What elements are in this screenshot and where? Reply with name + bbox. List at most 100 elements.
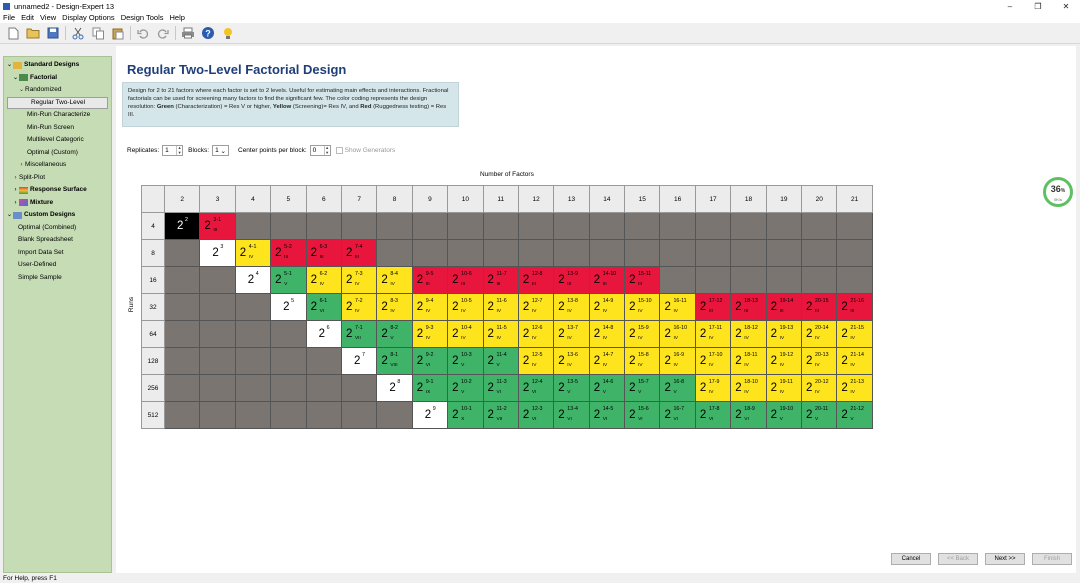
tree-import-data-set[interactable]: Import Data Set [4,247,111,260]
chevron-down-icon[interactable]: ⌄ [18,87,25,93]
undo-icon[interactable] [135,25,151,41]
minimize-icon[interactable]: – [1007,1,1013,11]
design-cell[interactable]: 2 8-3 IV [376,293,413,321]
tree-multilevel-categoric[interactable]: Multilevel Categoric [4,134,111,147]
design-cell[interactable]: 2 15-9 IV [624,320,661,348]
replicates-stepper[interactable]: 1 ▲ ▼ [162,145,184,156]
design-cell[interactable]: 2 20-14 IV [801,320,838,348]
design-cell[interactable]: 2 8-2 V [376,320,413,348]
design-cell[interactable]: 2 16-7 VI [659,401,696,429]
design-cell[interactable]: 2 15-7 V [624,374,661,402]
tree-min-run-screen[interactable]: Min-Run Screen [4,122,111,135]
design-cell[interactable]: 2 9-3 IV [411,320,449,348]
design-cell[interactable]: 2 9-1 IX [411,374,449,402]
open-folder-icon[interactable] [25,25,41,41]
show-generators-checkbox[interactable] [335,147,343,154]
design-cell[interactable]: 2 19-14 III [765,293,803,321]
tip-icon[interactable] [220,25,236,41]
tree-regular-two-level[interactable]: Regular Two-Level [7,96,108,109]
design-cell[interactable]: 2 16-11 IV [659,293,696,321]
tree-response-surface[interactable]: › Response Surface [4,184,111,197]
design-cell[interactable]: 2 6-1 VI [305,293,342,321]
menu-file[interactable]: File [3,13,16,22]
tree-split-plot[interactable]: › Split-Plot [4,172,111,185]
center-points-stepper[interactable]: 0 ▲ ▼ [309,145,331,156]
design-cell[interactable]: 2 9-2 VI [411,347,449,375]
design-cell[interactable]: 2 9-4 IV [411,293,449,321]
menu-view[interactable]: View [40,13,57,22]
finish-button[interactable]: Finish [1032,553,1072,565]
replicates-value[interactable]: 1 [165,147,169,154]
design-cell[interactable]: 2 11-2 VII [482,401,519,429]
redo-icon[interactable] [155,25,171,41]
design-cell[interactable]: 2 7-4 III [340,239,378,267]
design-cell[interactable]: 2 12-8 III [517,266,555,294]
tree-optimal-combined[interactable]: Optimal (Combined) [4,222,111,235]
design-cell[interactable]: 2 10-4 IV [447,320,484,348]
design-cell[interactable]: 2 14-7 IV [588,347,626,375]
chevron-right-icon[interactable]: › [14,174,17,181]
design-cell[interactable]: 2 21-12 V [836,401,873,429]
menu-edit[interactable]: Edit [21,13,35,22]
design-cell[interactable]: 2 16-10 IV [659,320,696,348]
design-cell[interactable]: 2 17-10 IV [694,347,732,375]
maximize-icon[interactable]: ❐ [1034,1,1042,11]
spin-arrows-icon[interactable]: ▲ ▼ [176,145,182,155]
design-cell[interactable]: 2 14-8 IV [588,320,626,348]
chevron-right-icon[interactable]: › [14,187,17,193]
design-cell[interactable]: 2 21-15 IV [836,320,873,348]
design-cell[interactable]: 2 12-4 VI [517,374,555,402]
design-cell[interactable]: 2 10-1 X [447,401,484,429]
design-cell[interactable]: 2 13-4 VI [553,401,590,429]
center-points-value[interactable]: 0 [312,147,317,154]
spin-arrows-icon[interactable]: ▲ ▼ [323,145,330,155]
design-cell[interactable]: 2 13-6 IV [553,347,590,375]
design-cell[interactable]: 2 18-12 IV [730,320,767,348]
tree-mixture[interactable]: › Mixture [4,197,111,210]
design-cell[interactable]: 2 17-9 IV [694,374,732,402]
design-cell[interactable]: 2 17-12 III [694,293,732,321]
design-cell[interactable]: 2 7-3 IV [340,266,378,294]
design-cell[interactable]: 2 14-5 VI [588,401,626,429]
design-cell[interactable]: 2 12-6 IV [517,320,555,348]
paste-icon[interactable] [110,25,126,41]
tree-randomized[interactable]: ⌄ Randomized [4,84,111,97]
design-cell[interactable]: 2 17-8 VI [694,401,732,429]
design-cell[interactable]: 2 10-2 V [447,374,484,402]
design-cell[interactable]: 2 6-2 IV [305,266,342,294]
blocks-select[interactable]: 1 ⌄ [212,145,229,156]
design-cell[interactable]: 2 13-8 IV [553,293,590,321]
design-cell[interactable]: 2 11-5 IV [482,320,519,348]
menu-design-tools[interactable]: Design Tools [120,13,164,22]
tree-simple-sample[interactable]: Simple Sample [4,272,111,285]
design-cell[interactable]: 2 10-3 V [447,347,484,375]
design-cell[interactable]: 2 19-12 IV [765,347,803,375]
design-cell[interactable]: 2 14-9 IV [588,293,626,321]
back-button[interactable]: << Back [938,553,978,565]
design-cell[interactable]: 2 17-11 IV [694,320,732,348]
design-cell[interactable]: 2 14-6 V [588,374,626,402]
design-cell[interactable]: 2 15-11 III [624,266,661,294]
design-cell[interactable]: 2 18-13 III [730,293,767,321]
tree-factorial[interactable]: ⌄ Factorial [4,72,111,85]
save-icon[interactable] [45,25,61,41]
design-cell[interactable]: 2 15-6 VI [624,401,661,429]
design-cell[interactable]: 2 9-5 III [411,266,449,294]
design-cell[interactable]: 2 11-6 IV [482,293,519,321]
design-cell[interactable]: 2 5-2 III [270,239,307,267]
new-file-icon[interactable] [5,25,21,41]
design-cell[interactable]: 2 12-5 IV [517,347,555,375]
next-button[interactable]: Next >> [985,553,1025,565]
cancel-button[interactable]: Cancel [891,553,931,565]
design-cell[interactable]: 2 21-16 III [836,293,873,321]
design-cell[interactable]: 2 11-3 VI [482,374,519,402]
tree-min-run-characterize[interactable]: Min-Run Characterize [4,109,111,122]
chevron-down-icon[interactable]: ⌄ [6,212,13,218]
help-icon[interactable]: ? [200,25,216,41]
tree-miscellaneous[interactable]: › Miscellaneous [4,159,111,172]
design-cell[interactable]: 2 19-10 V [765,401,803,429]
